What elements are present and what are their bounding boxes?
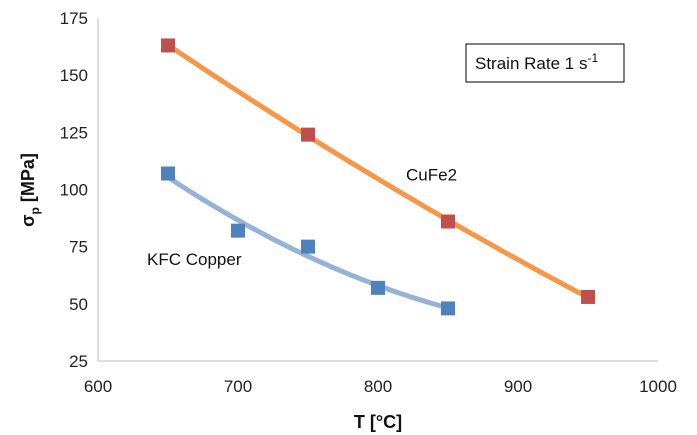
data-point xyxy=(301,239,315,254)
data-point xyxy=(441,301,455,316)
x-axis-title: T [°C] xyxy=(354,412,402,432)
y-axis-title-sub: p xyxy=(28,207,42,214)
annotation-main: Strain Rate 1 s xyxy=(475,54,587,73)
x-tick-label: 900 xyxy=(504,377,532,396)
annotation-text: Strain Rate 1 s-1 xyxy=(475,51,598,73)
trendline xyxy=(165,174,451,311)
y-tick-label: 175 xyxy=(60,9,88,28)
y-tick-label: 25 xyxy=(69,352,88,371)
y-axis-title-main: σ xyxy=(18,215,38,227)
data-point xyxy=(371,280,385,295)
y-tick-labels: 25 50 75 100 125 150 175 xyxy=(60,9,88,371)
y-tick-label: 150 xyxy=(60,66,88,85)
y-axis-title-unit: [MPa] xyxy=(18,153,38,207)
series-labels: CuFe2 KFC Copper xyxy=(147,165,457,269)
y-tick-label: 75 xyxy=(69,238,88,257)
annotation-frame xyxy=(465,43,625,83)
data-point xyxy=(581,289,595,304)
data-point xyxy=(161,38,175,53)
y-tick-label: 100 xyxy=(60,181,88,200)
data-point xyxy=(231,223,245,238)
data-markers xyxy=(161,38,595,316)
data-point xyxy=(161,166,175,181)
y-tick-label: 125 xyxy=(60,123,88,142)
x-tick-labels: 600 700 800 900 1000 xyxy=(84,377,677,396)
y-axis-title: σp [MPa] xyxy=(18,153,42,227)
annotation-box: Strain Rate 1 s-1 xyxy=(465,43,625,83)
data-point xyxy=(301,127,315,142)
x-tick-label: 800 xyxy=(364,377,392,396)
annotation-sup: -1 xyxy=(587,51,598,65)
x-tick-label: 700 xyxy=(224,377,252,396)
series-label: KFC Copper xyxy=(147,250,242,269)
x-tick-label: 1000 xyxy=(639,377,677,396)
plot-area xyxy=(97,18,658,362)
data-point xyxy=(441,214,455,229)
y-tick-label: 50 xyxy=(69,295,88,314)
series-label: CuFe2 xyxy=(406,165,457,184)
trendline xyxy=(165,42,591,300)
trendlines xyxy=(165,42,591,311)
x-tick-label: 600 xyxy=(84,377,112,396)
